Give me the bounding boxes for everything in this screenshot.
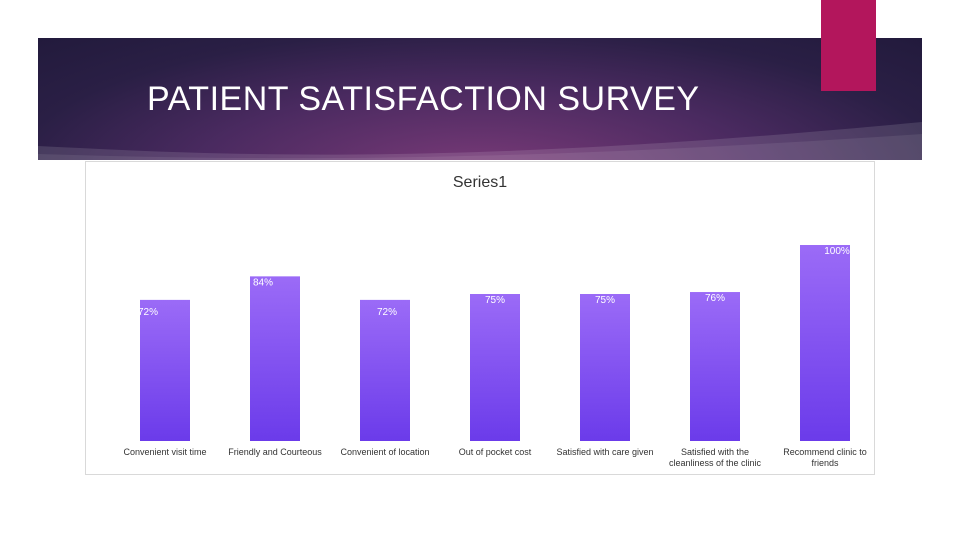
category-label-1: Convenient visit time xyxy=(123,447,206,457)
category-label-line: Convenient visit time xyxy=(123,447,206,457)
category-label-7: Recommend clinic to friends xyxy=(783,447,867,468)
bar-value-label-3: 72% xyxy=(377,307,397,318)
bar-value-label-4: 75% xyxy=(485,295,505,306)
category-label-line: Friendly and Courteous xyxy=(228,447,322,457)
accent-bar xyxy=(821,0,876,91)
bar-1 xyxy=(140,299,190,441)
slide-title: PATIENT SATISFACTION SURVEY xyxy=(147,80,700,118)
bar-value-label-5: 75% xyxy=(595,295,615,306)
category-label-line: Convenient of location xyxy=(340,447,429,457)
category-label-line: cleanliness of the clinic xyxy=(669,458,762,468)
bar-7 xyxy=(800,245,850,441)
category-label-3: Convenient of location xyxy=(340,447,429,457)
bar-2 xyxy=(250,276,300,441)
bar-4 xyxy=(470,294,520,441)
bar-value-label-6: 76% xyxy=(705,293,725,304)
bar-value-label-2: 84% xyxy=(253,277,273,288)
category-label-2: Friendly and Courteous xyxy=(228,447,322,457)
category-label-line: Out of pocket cost xyxy=(459,447,532,457)
category-label-4: Out of pocket cost xyxy=(459,447,532,457)
bar-value-label-7: 100% xyxy=(824,246,850,257)
category-label-line: Satisfied with the xyxy=(681,447,749,457)
bar-6 xyxy=(690,292,740,441)
chart-frame: Series1 72% 84% 72% 75% 75% 76% 100% Convenien… xyxy=(85,161,875,475)
category-label-6: Satisfied with the cleanliness of the cli… xyxy=(669,447,762,468)
bar-value-label-1: 72% xyxy=(138,307,158,318)
chart-title: Series1 xyxy=(452,174,508,191)
banner-wave-decoration xyxy=(38,122,922,160)
category-label-line: friends xyxy=(811,458,839,468)
category-label-5: Satisfied with care given xyxy=(556,447,653,457)
category-label-line: Recommend clinic to xyxy=(783,447,867,457)
bar-3 xyxy=(360,299,410,441)
bar-chart: 72% 84% 72% 75% 75% 76% 100% Convenient visit … xyxy=(123,245,867,468)
category-label-line: Satisfied with care given xyxy=(556,447,653,457)
bar-5 xyxy=(580,294,630,441)
title-banner xyxy=(38,38,922,160)
